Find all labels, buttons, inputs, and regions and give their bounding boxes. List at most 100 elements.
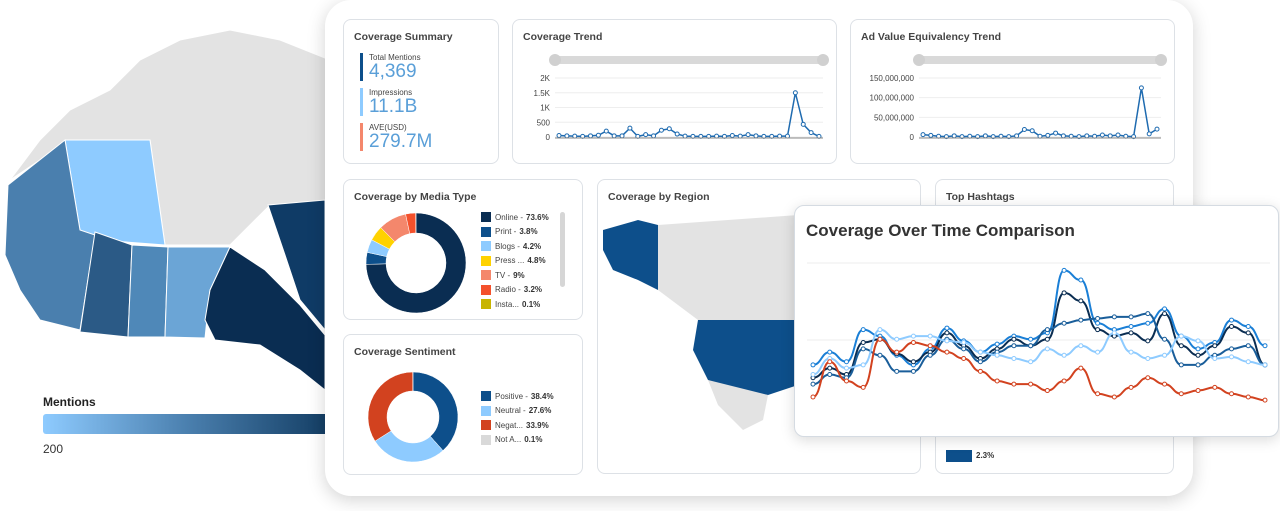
data-point[interactable]	[961, 356, 967, 362]
region-quebec[interactable]	[267, 199, 326, 332]
data-point[interactable]	[1145, 320, 1151, 326]
data-point[interactable]	[1245, 323, 1251, 329]
data-point[interactable]	[603, 128, 609, 134]
data-point[interactable]	[1061, 378, 1067, 384]
data-point[interactable]	[994, 378, 1000, 384]
data-point[interactable]	[843, 365, 849, 371]
legend-item[interactable]: Blogs -4.2%	[481, 239, 549, 254]
data-point[interactable]	[927, 352, 933, 358]
data-point[interactable]	[927, 343, 933, 349]
data-point[interactable]	[944, 330, 950, 336]
data-point[interactable]	[1078, 298, 1084, 304]
data-point[interactable]	[1128, 349, 1134, 355]
data-point[interactable]	[827, 349, 833, 355]
data-point[interactable]	[827, 359, 833, 365]
data-point[interactable]	[1195, 362, 1201, 368]
data-point[interactable]	[944, 325, 950, 331]
data-point[interactable]	[1128, 330, 1134, 336]
range-slider-handle[interactable]	[817, 54, 829, 66]
data-point[interactable]	[994, 341, 1000, 347]
data-point[interactable]	[810, 362, 816, 368]
data-point[interactable]	[1028, 336, 1034, 342]
legend-item[interactable]: Online -73.6%	[481, 210, 549, 225]
data-point[interactable]	[860, 339, 866, 345]
data-point[interactable]	[556, 133, 562, 139]
donut-slice[interactable]	[412, 372, 458, 451]
legend-item[interactable]: Press ... 4.8%	[481, 254, 549, 269]
data-point[interactable]	[1078, 317, 1084, 323]
data-point[interactable]	[1095, 391, 1101, 397]
data-point[interactable]	[994, 352, 1000, 358]
data-point[interactable]	[944, 338, 950, 344]
data-point[interactable]	[1229, 323, 1235, 329]
data-point[interactable]	[1061, 352, 1067, 358]
data-point[interactable]	[1146, 131, 1152, 137]
data-point[interactable]	[977, 349, 983, 355]
data-point[interactable]	[810, 381, 816, 387]
data-point[interactable]	[1212, 384, 1218, 390]
data-point[interactable]	[877, 327, 883, 333]
legend-item[interactable]: Print -3.8%	[481, 225, 549, 240]
region-sask[interactable]	[127, 244, 169, 338]
data-point[interactable]	[1154, 126, 1160, 132]
data-point[interactable]	[800, 121, 806, 127]
data-point[interactable]	[843, 378, 849, 384]
data-point[interactable]	[627, 125, 633, 131]
data-point[interactable]	[1111, 314, 1117, 320]
data-point[interactable]	[877, 336, 883, 342]
data-point[interactable]	[1262, 397, 1268, 403]
data-point[interactable]	[910, 339, 916, 345]
legend-item[interactable]: Insta... 0.1%	[481, 297, 549, 312]
data-point[interactable]	[1044, 336, 1050, 342]
data-point[interactable]	[1053, 130, 1059, 136]
data-point[interactable]	[1011, 381, 1017, 387]
data-point[interactable]	[860, 327, 866, 333]
data-point[interactable]	[810, 372, 816, 378]
legend-scrollbar[interactable]	[560, 212, 565, 287]
range-slider-handle[interactable]	[1155, 54, 1167, 66]
data-point[interactable]	[1195, 338, 1201, 344]
data-point[interactable]	[666, 126, 672, 132]
data-point[interactable]	[1099, 132, 1105, 138]
data-point[interactable]	[1245, 394, 1251, 400]
data-point[interactable]	[1245, 330, 1251, 336]
range-slider-track[interactable]	[919, 56, 1161, 64]
data-point[interactable]	[564, 133, 570, 139]
data-point[interactable]	[1262, 343, 1268, 349]
data-point[interactable]	[1128, 384, 1134, 390]
data-point[interactable]	[910, 359, 916, 365]
data-point[interactable]	[860, 346, 866, 352]
range-slider-handle[interactable]	[913, 54, 925, 66]
data-point[interactable]	[1178, 333, 1184, 339]
legend-item[interactable]: TV -9%	[481, 268, 549, 283]
data-point[interactable]	[1029, 128, 1035, 134]
data-point[interactable]	[894, 368, 900, 374]
data-point[interactable]	[658, 127, 664, 133]
data-point[interactable]	[1028, 381, 1034, 387]
data-point[interactable]	[1078, 277, 1084, 283]
data-point[interactable]	[1045, 132, 1051, 138]
data-point[interactable]	[1095, 320, 1101, 326]
data-point[interactable]	[1162, 336, 1168, 342]
data-point[interactable]	[928, 132, 934, 138]
data-point[interactable]	[1095, 349, 1101, 355]
data-point[interactable]	[1084, 133, 1090, 139]
data-point[interactable]	[1178, 343, 1184, 349]
data-point[interactable]	[1195, 346, 1201, 352]
data-point[interactable]	[1011, 336, 1017, 342]
data-point[interactable]	[1245, 359, 1251, 365]
data-point[interactable]	[1162, 381, 1168, 387]
data-point[interactable]	[729, 133, 735, 139]
data-point[interactable]	[894, 336, 900, 342]
data-point[interactable]	[1111, 330, 1117, 336]
data-point[interactable]	[1195, 388, 1201, 394]
data-point[interactable]	[910, 333, 916, 339]
data-point[interactable]	[1128, 314, 1134, 320]
legend-item[interactable]: Negat... 33.9%	[481, 418, 554, 433]
data-point[interactable]	[1145, 375, 1151, 381]
data-point[interactable]	[1107, 133, 1113, 139]
data-point[interactable]	[1262, 362, 1268, 368]
data-point[interactable]	[1044, 388, 1050, 394]
data-point[interactable]	[860, 362, 866, 368]
data-point[interactable]	[808, 130, 814, 136]
